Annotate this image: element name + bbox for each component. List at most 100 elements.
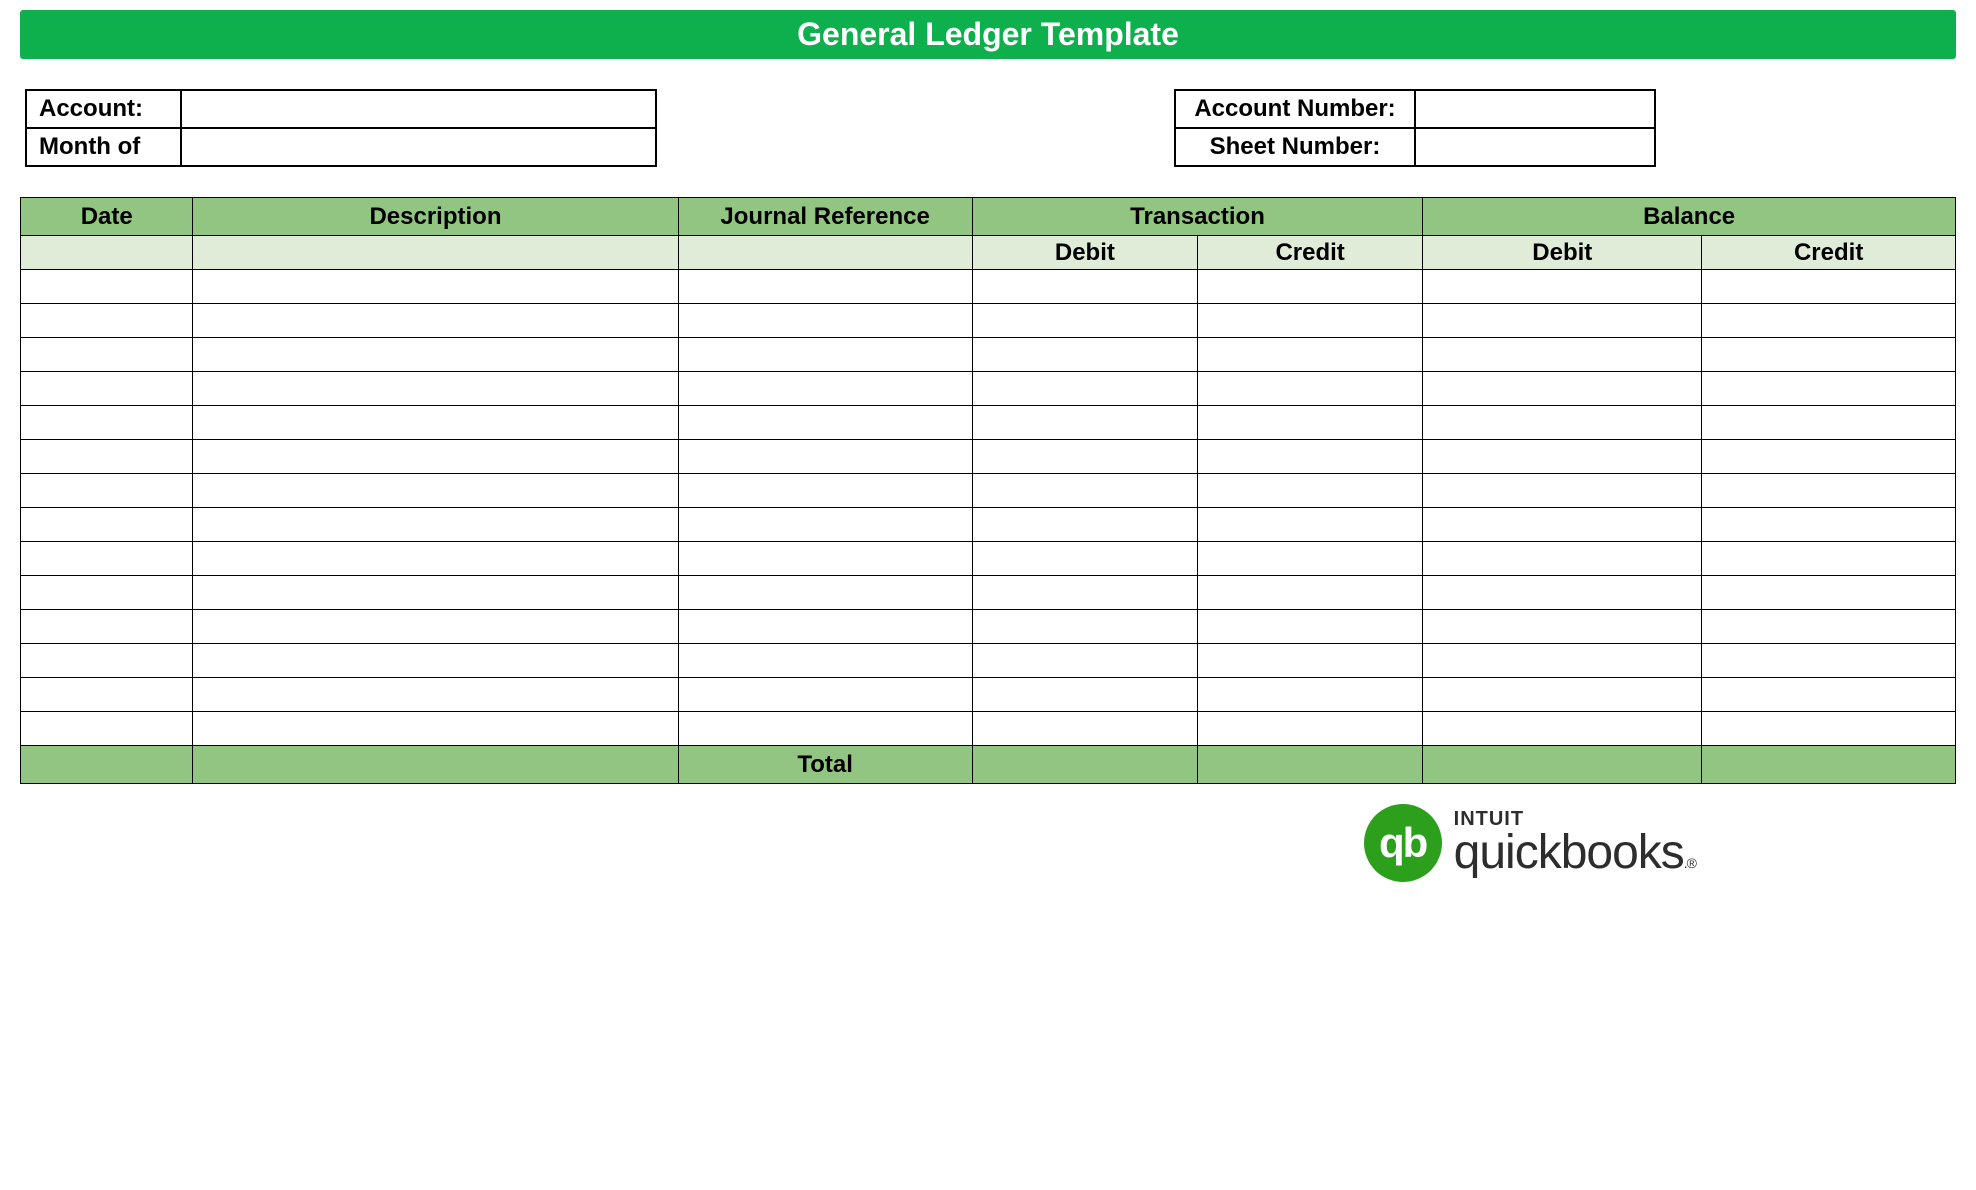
- cell-bal-debit[interactable]: [1423, 542, 1702, 576]
- cell-bal-credit[interactable]: [1702, 440, 1956, 474]
- cell-date[interactable]: [21, 270, 193, 304]
- cell-trans-credit[interactable]: [1198, 610, 1423, 644]
- cell-trans-credit[interactable]: [1198, 304, 1423, 338]
- cell-description[interactable]: [193, 406, 678, 440]
- cell-description[interactable]: [193, 678, 678, 712]
- cell-description[interactable]: [193, 270, 678, 304]
- cell-description[interactable]: [193, 712, 678, 746]
- cell-trans-debit[interactable]: [972, 576, 1197, 610]
- cell-date[interactable]: [21, 304, 193, 338]
- cell-bal-credit[interactable]: [1702, 542, 1956, 576]
- cell-trans-credit[interactable]: [1198, 406, 1423, 440]
- cell-bal-debit[interactable]: [1423, 610, 1702, 644]
- cell-journal-ref[interactable]: [678, 440, 972, 474]
- cell-trans-debit[interactable]: [972, 304, 1197, 338]
- cell-bal-debit[interactable]: [1423, 474, 1702, 508]
- cell-trans-debit[interactable]: [972, 610, 1197, 644]
- cell-bal-debit[interactable]: [1423, 270, 1702, 304]
- cell-journal-ref[interactable]: [678, 304, 972, 338]
- cell-trans-credit[interactable]: [1198, 474, 1423, 508]
- cell-trans-debit[interactable]: [972, 712, 1197, 746]
- cell-journal-ref[interactable]: [678, 372, 972, 406]
- month-value[interactable]: [181, 128, 656, 166]
- cell-trans-debit[interactable]: [972, 440, 1197, 474]
- cell-trans-debit[interactable]: [972, 474, 1197, 508]
- cell-journal-ref[interactable]: [678, 644, 972, 678]
- cell-description[interactable]: [193, 542, 678, 576]
- cell-trans-credit[interactable]: [1198, 338, 1423, 372]
- cell-trans-credit[interactable]: [1198, 678, 1423, 712]
- cell-bal-debit[interactable]: [1423, 406, 1702, 440]
- cell-description[interactable]: [193, 644, 678, 678]
- cell-date[interactable]: [21, 372, 193, 406]
- cell-trans-credit[interactable]: [1198, 576, 1423, 610]
- cell-description[interactable]: [193, 610, 678, 644]
- cell-journal-ref[interactable]: [678, 508, 972, 542]
- cell-bal-debit[interactable]: [1423, 338, 1702, 372]
- cell-bal-credit[interactable]: [1702, 678, 1956, 712]
- cell-bal-debit[interactable]: [1423, 576, 1702, 610]
- cell-date[interactable]: [21, 542, 193, 576]
- cell-trans-debit[interactable]: [972, 338, 1197, 372]
- cell-description[interactable]: [193, 372, 678, 406]
- cell-journal-ref[interactable]: [678, 474, 972, 508]
- sheet-value[interactable]: [1415, 128, 1655, 166]
- cell-journal-ref[interactable]: [678, 542, 972, 576]
- cell-date[interactable]: [21, 644, 193, 678]
- cell-trans-debit[interactable]: [972, 508, 1197, 542]
- cell-date[interactable]: [21, 576, 193, 610]
- cell-bal-debit[interactable]: [1423, 372, 1702, 406]
- cell-date[interactable]: [21, 678, 193, 712]
- cell-trans-debit[interactable]: [972, 542, 1197, 576]
- cell-trans-credit[interactable]: [1198, 644, 1423, 678]
- cell-journal-ref[interactable]: [678, 610, 972, 644]
- cell-trans-credit[interactable]: [1198, 270, 1423, 304]
- cell-bal-credit[interactable]: [1702, 610, 1956, 644]
- account-value[interactable]: [181, 90, 656, 128]
- cell-trans-debit[interactable]: [972, 270, 1197, 304]
- cell-trans-credit[interactable]: [1198, 440, 1423, 474]
- cell-bal-debit[interactable]: [1423, 678, 1702, 712]
- cell-journal-ref[interactable]: [678, 270, 972, 304]
- cell-date[interactable]: [21, 338, 193, 372]
- cell-date[interactable]: [21, 610, 193, 644]
- cell-description[interactable]: [193, 576, 678, 610]
- cell-description[interactable]: [193, 508, 678, 542]
- cell-bal-debit[interactable]: [1423, 712, 1702, 746]
- cell-description[interactable]: [193, 304, 678, 338]
- cell-journal-ref[interactable]: [678, 338, 972, 372]
- cell-trans-credit[interactable]: [1198, 508, 1423, 542]
- cell-description[interactable]: [193, 338, 678, 372]
- cell-bal-debit[interactable]: [1423, 644, 1702, 678]
- cell-date[interactable]: [21, 440, 193, 474]
- cell-bal-credit[interactable]: [1702, 406, 1956, 440]
- accnum-value[interactable]: [1415, 90, 1655, 128]
- cell-journal-ref[interactable]: [678, 712, 972, 746]
- cell-journal-ref[interactable]: [678, 406, 972, 440]
- cell-trans-debit[interactable]: [972, 644, 1197, 678]
- cell-trans-credit[interactable]: [1198, 542, 1423, 576]
- cell-bal-debit[interactable]: [1423, 508, 1702, 542]
- cell-bal-credit[interactable]: [1702, 508, 1956, 542]
- cell-description[interactable]: [193, 440, 678, 474]
- cell-bal-credit[interactable]: [1702, 576, 1956, 610]
- cell-bal-credit[interactable]: [1702, 270, 1956, 304]
- cell-bal-debit[interactable]: [1423, 304, 1702, 338]
- cell-trans-credit[interactable]: [1198, 372, 1423, 406]
- cell-journal-ref[interactable]: [678, 576, 972, 610]
- cell-trans-debit[interactable]: [972, 678, 1197, 712]
- cell-date[interactable]: [21, 406, 193, 440]
- cell-trans-debit[interactable]: [972, 372, 1197, 406]
- cell-bal-credit[interactable]: [1702, 372, 1956, 406]
- cell-bal-debit[interactable]: [1423, 440, 1702, 474]
- cell-bal-credit[interactable]: [1702, 644, 1956, 678]
- cell-trans-credit[interactable]: [1198, 712, 1423, 746]
- cell-description[interactable]: [193, 474, 678, 508]
- cell-date[interactable]: [21, 712, 193, 746]
- cell-journal-ref[interactable]: [678, 678, 972, 712]
- cell-date[interactable]: [21, 474, 193, 508]
- cell-bal-credit[interactable]: [1702, 712, 1956, 746]
- cell-date[interactable]: [21, 508, 193, 542]
- cell-trans-debit[interactable]: [972, 406, 1197, 440]
- cell-bal-credit[interactable]: [1702, 304, 1956, 338]
